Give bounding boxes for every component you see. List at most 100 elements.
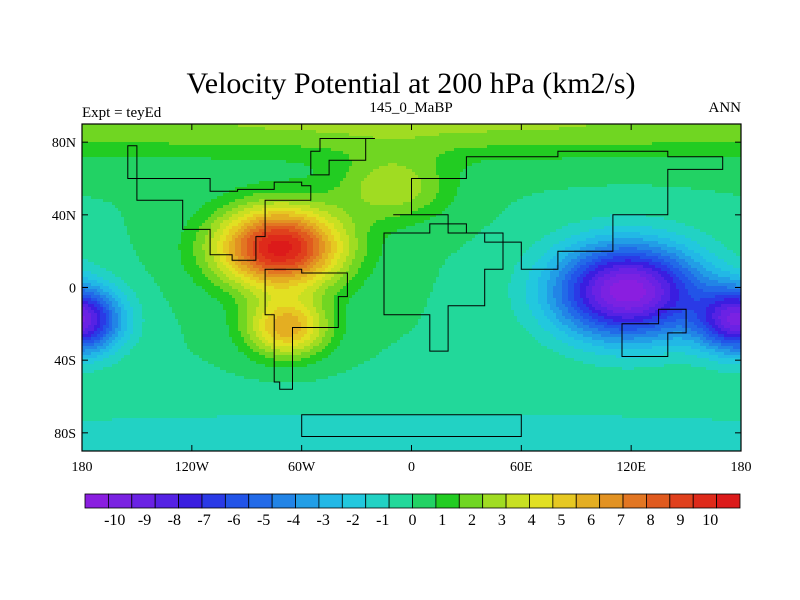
field-cell [529, 139, 533, 143]
field-cell [628, 136, 632, 140]
field-cell [307, 136, 311, 140]
field-cell [604, 157, 608, 161]
field-cell [505, 178, 509, 182]
field-cell [163, 175, 167, 179]
field-cell [277, 157, 281, 161]
field-cell [328, 142, 332, 146]
field-cell [739, 184, 741, 188]
field-cell [262, 190, 266, 194]
field-cell [295, 148, 299, 152]
field-cell [346, 166, 350, 170]
field-cell [214, 130, 218, 134]
field-cell [202, 139, 206, 143]
field-cell [553, 172, 557, 176]
field-cell [154, 154, 158, 158]
field-cell [304, 190, 308, 194]
field-cell [727, 169, 731, 173]
field-cell [577, 127, 581, 131]
field-cell [193, 178, 197, 182]
field-cell [622, 124, 626, 128]
field-cell [283, 172, 287, 176]
field-cell [646, 160, 650, 164]
field-cell [664, 178, 668, 182]
field-cell [646, 166, 650, 170]
field-cell [142, 160, 146, 164]
field-cell [97, 184, 101, 188]
field-cell [688, 166, 692, 170]
field-cell [274, 178, 278, 182]
field-cell [316, 181, 320, 185]
field-cell [322, 130, 326, 134]
field-cell [583, 184, 587, 188]
field-cell [148, 157, 152, 161]
field-cell [628, 172, 632, 176]
field-cell [556, 172, 560, 176]
field-cell [670, 169, 674, 173]
field-cell [586, 130, 590, 134]
field-cell [532, 172, 536, 176]
field-cell [496, 127, 500, 131]
field-cell [610, 166, 614, 170]
field-cell [115, 133, 119, 137]
field-cell [457, 127, 461, 131]
field-cell [538, 145, 542, 149]
field-cell [142, 157, 146, 161]
field-cell [526, 187, 530, 191]
field-cell [172, 175, 176, 179]
field-cell [124, 154, 128, 158]
field-cell [592, 133, 596, 137]
field-cell [574, 178, 578, 182]
field-cell [445, 172, 449, 176]
field-cell [667, 127, 671, 131]
field-cell [283, 157, 287, 161]
field-cell [709, 124, 713, 128]
field-cell [538, 124, 542, 128]
field-cell [376, 184, 380, 188]
field-cell [331, 127, 335, 131]
field-cell [232, 187, 236, 191]
field-cell [277, 154, 281, 158]
field-cell [346, 139, 350, 143]
field-cell [682, 133, 686, 137]
field-cell [184, 157, 188, 161]
field-cell [508, 166, 512, 170]
field-cell [403, 148, 407, 152]
field-cell [154, 166, 158, 170]
field-cell [292, 178, 296, 182]
field-cell [175, 175, 179, 179]
field-cell [295, 151, 299, 155]
field-cell [235, 145, 239, 149]
field-cell [691, 127, 695, 131]
field-cell [223, 172, 227, 176]
field-cell [175, 157, 179, 161]
field-cell [187, 178, 191, 182]
field-cell [724, 157, 728, 161]
field-cell [592, 148, 596, 152]
field-cell [538, 181, 542, 185]
field-cell [448, 139, 452, 143]
field-cell [127, 184, 131, 188]
field-cell [514, 130, 518, 134]
field-cell [601, 139, 605, 143]
field-cell [517, 187, 521, 191]
field-cell [709, 142, 713, 146]
field-cell [154, 187, 158, 191]
field-cell [94, 157, 98, 161]
field-cell [541, 187, 545, 191]
field-cell [148, 187, 152, 191]
field-cell [100, 190, 104, 194]
field-cell [505, 187, 509, 191]
field-cell [511, 148, 515, 152]
field-cell [532, 148, 536, 152]
field-cell [541, 154, 545, 158]
field-cell [181, 142, 185, 146]
field-cell [343, 178, 347, 182]
field-cell [145, 181, 149, 185]
field-cell [547, 142, 551, 146]
field-cell [379, 145, 383, 149]
field-cell [706, 136, 710, 140]
field-cell [112, 145, 116, 149]
field-cell [205, 139, 209, 143]
field-cell [211, 145, 215, 149]
field-cell [181, 181, 185, 185]
